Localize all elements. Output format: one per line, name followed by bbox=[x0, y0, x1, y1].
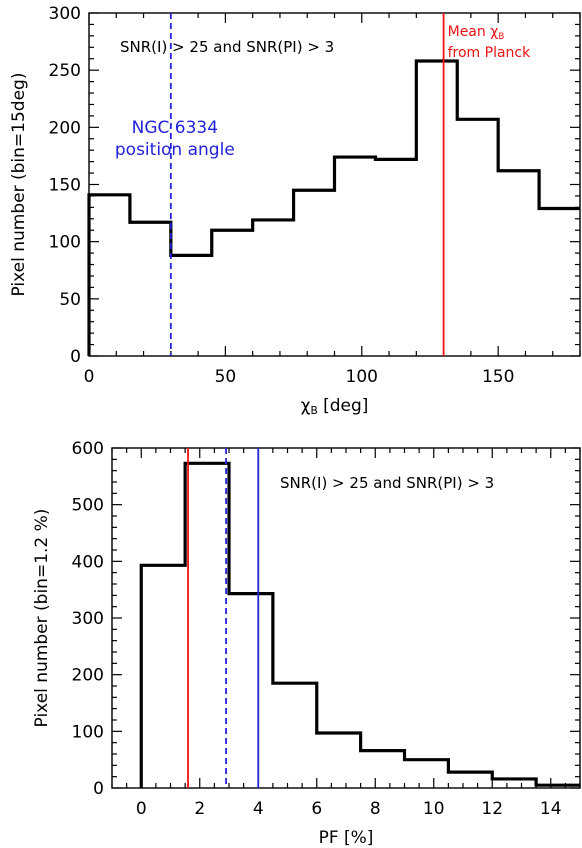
vline-label: NGC 6334 bbox=[132, 118, 218, 138]
x-axis-label: PF [%] bbox=[319, 828, 374, 848]
y-tick-label: 600 bbox=[72, 439, 104, 459]
histogram-step-line bbox=[139, 461, 580, 788]
y-tick-label: 200 bbox=[72, 666, 104, 686]
vline-label: Mean χB bbox=[448, 24, 505, 42]
histogram-bar bbox=[416, 61, 457, 356]
x-tick-label: 12 bbox=[481, 799, 503, 819]
x-tick-label: 4 bbox=[253, 799, 264, 819]
y-tick-label: 150 bbox=[49, 176, 81, 196]
x-tick-label: 10 bbox=[423, 799, 445, 819]
histogram-bar bbox=[212, 230, 253, 356]
histogram-bar bbox=[405, 760, 449, 788]
x-tick-label: 50 bbox=[215, 367, 237, 387]
histogram-bar bbox=[448, 772, 492, 788]
x-tick-label: 8 bbox=[370, 799, 381, 819]
y-axis-label: Pixel number (bin=15deg) bbox=[9, 73, 29, 297]
annotation-snr: SNR(I) > 25 and SNR(PI) > 3 bbox=[280, 474, 494, 492]
histogram-bar bbox=[229, 594, 273, 788]
histogram-bar bbox=[317, 733, 361, 788]
x-tick-label: 2 bbox=[194, 799, 205, 819]
y-tick-label: 50 bbox=[59, 290, 81, 310]
histogram-bar bbox=[130, 222, 171, 356]
histogram-bar bbox=[457, 119, 498, 356]
y-tick-label: 200 bbox=[49, 118, 81, 138]
x-tick-label: 6 bbox=[311, 799, 322, 819]
histogram-bar bbox=[361, 751, 405, 788]
panel-2: 0 2 4 6 8 10 12 14 0 100 200 300 400 500 600 PF [%] Pixe… bbox=[32, 439, 581, 848]
x-tick-label: 14 bbox=[540, 799, 562, 819]
y-tick-label: 400 bbox=[72, 552, 104, 572]
histogram-bar bbox=[539, 209, 580, 356]
y-tick-label: 500 bbox=[72, 496, 104, 516]
plot-frame bbox=[111, 447, 581, 789]
vline-label: from Planck bbox=[448, 45, 532, 61]
histogram-bar bbox=[335, 157, 376, 356]
histogram-bar bbox=[253, 220, 294, 356]
y-tick-label: 0 bbox=[70, 347, 81, 367]
histogram-bar bbox=[273, 683, 317, 788]
x-tick-label: 0 bbox=[84, 367, 95, 387]
vline-label: position angle bbox=[115, 140, 235, 160]
histogram-step-line bbox=[87, 59, 580, 356]
histogram-bar bbox=[498, 171, 539, 356]
histogram-bar bbox=[185, 463, 229, 788]
y-tick-label: 100 bbox=[49, 233, 81, 253]
y-tick-label: 0 bbox=[93, 779, 104, 799]
x-axis-label: χB [deg] bbox=[301, 396, 369, 417]
y-tick-label: 100 bbox=[72, 722, 104, 742]
x-tick-label: 150 bbox=[482, 367, 514, 387]
y-tick-label: 300 bbox=[49, 4, 81, 24]
panel-1: 0 50 100 150 0 50 100 150 200 250 300 χB [deg] Pixel… bbox=[9, 4, 581, 417]
x-tick-label: 0 bbox=[136, 799, 147, 819]
histogram-bar bbox=[89, 195, 130, 356]
histogram-bar bbox=[141, 565, 185, 788]
y-tick-label: 300 bbox=[72, 609, 104, 629]
x-tick-label: 100 bbox=[346, 367, 378, 387]
y-tick-label: 250 bbox=[49, 61, 81, 81]
histogram-bar bbox=[294, 190, 335, 356]
y-axis-label: Pixel number (bin=1.2 %) bbox=[32, 509, 52, 728]
histogram-bar bbox=[375, 159, 416, 356]
histogram-bar bbox=[171, 255, 212, 356]
annotation-snr: SNR(I) > 25 and SNR(PI) > 3 bbox=[120, 38, 334, 56]
